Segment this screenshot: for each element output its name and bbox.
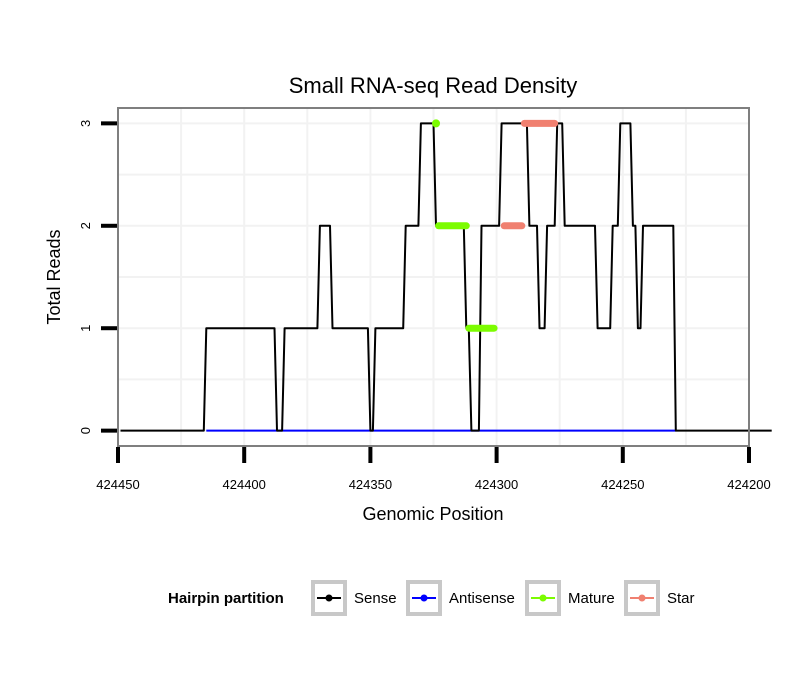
legend-label-antisense: Antisense: [449, 590, 515, 607]
x-tick-label: 424350: [349, 477, 392, 492]
legend-key-point: [539, 594, 547, 602]
x-axis: 424450 424400 424350 424300 424250 424200: [96, 447, 771, 492]
legend-key-point: [325, 594, 333, 602]
legend-label-sense: Sense: [354, 590, 397, 607]
legend-key-point: [420, 594, 428, 602]
x-tick-label: 424250: [601, 477, 644, 492]
legend-label-star: Star: [667, 590, 695, 607]
y-axis: 0 1 2 3: [78, 120, 117, 434]
y-tick-label: 2: [78, 222, 93, 229]
legend-item-star: Star: [624, 580, 695, 616]
y-tick-label: 0: [78, 427, 93, 434]
x-tick-label: 424300: [475, 477, 518, 492]
chart-title: Small RNA-seq Read Density: [289, 73, 578, 98]
x-tick-label: 424400: [223, 477, 266, 492]
highlight-mature-point: [432, 119, 441, 128]
legend-item-antisense: Antisense: [406, 580, 515, 616]
legend-label-mature: Mature: [568, 590, 615, 607]
legend-item-sense: Sense: [311, 580, 397, 616]
series-line-sense: [120, 122, 772, 432]
legend-title: Hairpin partition: [168, 590, 284, 607]
highlight-layer: [432, 119, 559, 332]
y-tick-label: 3: [78, 120, 93, 127]
y-tick-label: 1: [78, 325, 93, 332]
legend-item-mature: Mature: [525, 580, 615, 616]
plot-panel-border: [117, 107, 750, 447]
series-layer: [120, 122, 772, 432]
x-tick-label: 424200: [727, 477, 770, 492]
legend-key-point: [638, 594, 646, 602]
x-tick-label: 424450: [96, 477, 139, 492]
legend: Hairpin partition Sense Antisense Mature St…: [168, 580, 695, 616]
x-axis-title: Genomic Position: [362, 504, 503, 524]
y-axis-title: Total Reads: [44, 229, 64, 324]
